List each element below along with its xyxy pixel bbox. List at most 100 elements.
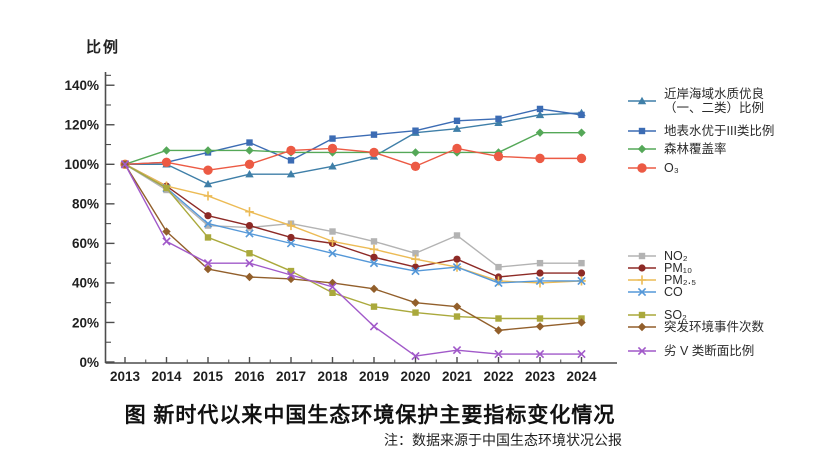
series-marker-co: [245, 229, 254, 238]
series-marker-inferior_v: [577, 349, 586, 359]
series-marker-surface_water: [370, 131, 378, 138]
series-marker-co: [411, 266, 420, 276]
series-marker-incidents: [411, 298, 420, 307]
series-marker-coastal: [203, 179, 213, 188]
series-marker-coastal: [452, 124, 462, 132]
series-marker-pm10: [536, 269, 544, 277]
series-line-no2: [124, 163, 582, 268]
series-marker-coastal: [328, 162, 337, 170]
series-marker-incidents: [637, 322, 647, 332]
legend-label-forest: 森林覆盖率: [664, 142, 727, 156]
series-marker-co: [286, 239, 296, 248]
series-marker-o3: [286, 145, 296, 156]
legend-item-coastal: 近岸海域水质优良 （一、二类）比例: [627, 87, 764, 115]
series-marker-no2: [638, 252, 646, 260]
series-marker-forest: [577, 128, 586, 137]
legend-swatch-pm10: [628, 264, 656, 272]
series-marker-co: [577, 276, 586, 286]
series-marker-surface_water: [495, 115, 502, 123]
series-marker-surface_water: [412, 127, 419, 134]
series-marker-no2: [536, 259, 544, 267]
series-line-co: [124, 163, 582, 284]
series-marker-so2: [163, 184, 170, 192]
figure-source-note: 注：数据来源于中国生态环境状况公报: [384, 432, 622, 448]
x-tick-label: 2016: [234, 369, 265, 384]
legend-label-o3: O₃: [664, 161, 679, 175]
legend-label-surface_water: 地表水优于III类比例: [664, 124, 775, 138]
series-marker-so2: [204, 234, 212, 241]
series-marker-o3: [203, 165, 213, 175]
legend-swatch-coastal: [628, 96, 656, 105]
series-marker-so2: [329, 289, 336, 297]
legend-item-forest: 森林覆盖率: [627, 142, 727, 156]
series-marker-pm25: [286, 220, 296, 231]
series-marker-incidents: [162, 227, 171, 236]
x-tick-label: 2023: [525, 369, 556, 384]
series-marker-pm10: [245, 221, 254, 230]
series-marker-o3: [637, 163, 647, 173]
x-tick-label: 2018: [317, 369, 348, 384]
legend-label-co: CO: [664, 285, 683, 299]
series-marker-inferior_v: [637, 346, 647, 356]
series-marker-inferior_v: [535, 349, 545, 359]
series-marker-forest: [535, 128, 545, 137]
series-marker-forest: [637, 144, 647, 154]
legend-item-surface_water: 地表水优于III类比例: [627, 124, 774, 138]
series-marker-inferior_v: [245, 258, 254, 268]
series-line-surface_water: [124, 108, 582, 165]
series-marker-surface_water: [638, 127, 646, 135]
series-marker-forest: [203, 146, 213, 155]
series-marker-pm10: [287, 233, 295, 242]
legend-swatch-co: [628, 287, 656, 297]
series-marker-no2: [329, 228, 336, 235]
series-marker-no2: [453, 232, 461, 239]
legend-label-no2: NO₂: [664, 249, 688, 263]
series-marker-o3: [410, 161, 421, 171]
series-marker-no2: [204, 222, 212, 229]
series-marker-inferior_v: [452, 345, 462, 355]
series-marker-pm25: [637, 275, 647, 285]
series-marker-coastal: [637, 96, 647, 105]
series-marker-o3: [369, 147, 379, 158]
series-marker-pm10: [638, 264, 646, 272]
series-marker-so2: [536, 315, 544, 322]
y-tick-label: 100%: [64, 157, 99, 172]
series-marker-incidents: [452, 302, 462, 311]
series-line-so2: [124, 163, 582, 320]
y-tick-label: 40%: [72, 276, 99, 291]
series-marker-coastal: [286, 169, 296, 178]
series-marker-inferior_v: [203, 258, 213, 268]
legend-label-coastal: 近岸海域水质优良 （一、二类）比例: [664, 87, 765, 115]
series-marker-co: [328, 249, 337, 258]
series-marker-inferior_v: [120, 160, 130, 169]
series-marker-pm10: [204, 212, 212, 220]
series-marker-co: [452, 262, 462, 272]
legend-item-pm10: PM₁₀: [627, 261, 692, 275]
series-marker-co: [535, 276, 545, 286]
series-marker-o3: [535, 153, 545, 164]
x-tick-label: 2017: [276, 369, 306, 384]
series-marker-incidents: [535, 322, 545, 331]
series-marker-no2: [370, 238, 378, 245]
series-marker-so2: [453, 313, 461, 320]
y-tick-label: 60%: [72, 236, 99, 251]
series-marker-pm25: [328, 236, 337, 247]
series-marker-forest: [162, 146, 171, 155]
legend-item-inferior_v: 劣 V 类断面比例: [627, 344, 754, 358]
series-marker-so2: [638, 311, 646, 319]
series-marker-incidents: [577, 318, 586, 327]
series-line-coastal: [125, 112, 582, 185]
series-line-o3: [124, 147, 582, 171]
series-marker-surface_water: [287, 157, 295, 164]
series-marker-co: [203, 219, 213, 228]
x-tick-label: 2019: [359, 369, 389, 384]
series-marker-surface_water: [453, 117, 461, 125]
x-tick-label: 2022: [483, 369, 513, 384]
legend-label-pm10: PM₁₀: [664, 261, 693, 275]
series-marker-o3: [327, 143, 338, 154]
series-line-pm25: [124, 163, 582, 284]
series-line-inferior_v: [124, 163, 582, 357]
series-marker-incidents: [369, 284, 379, 294]
